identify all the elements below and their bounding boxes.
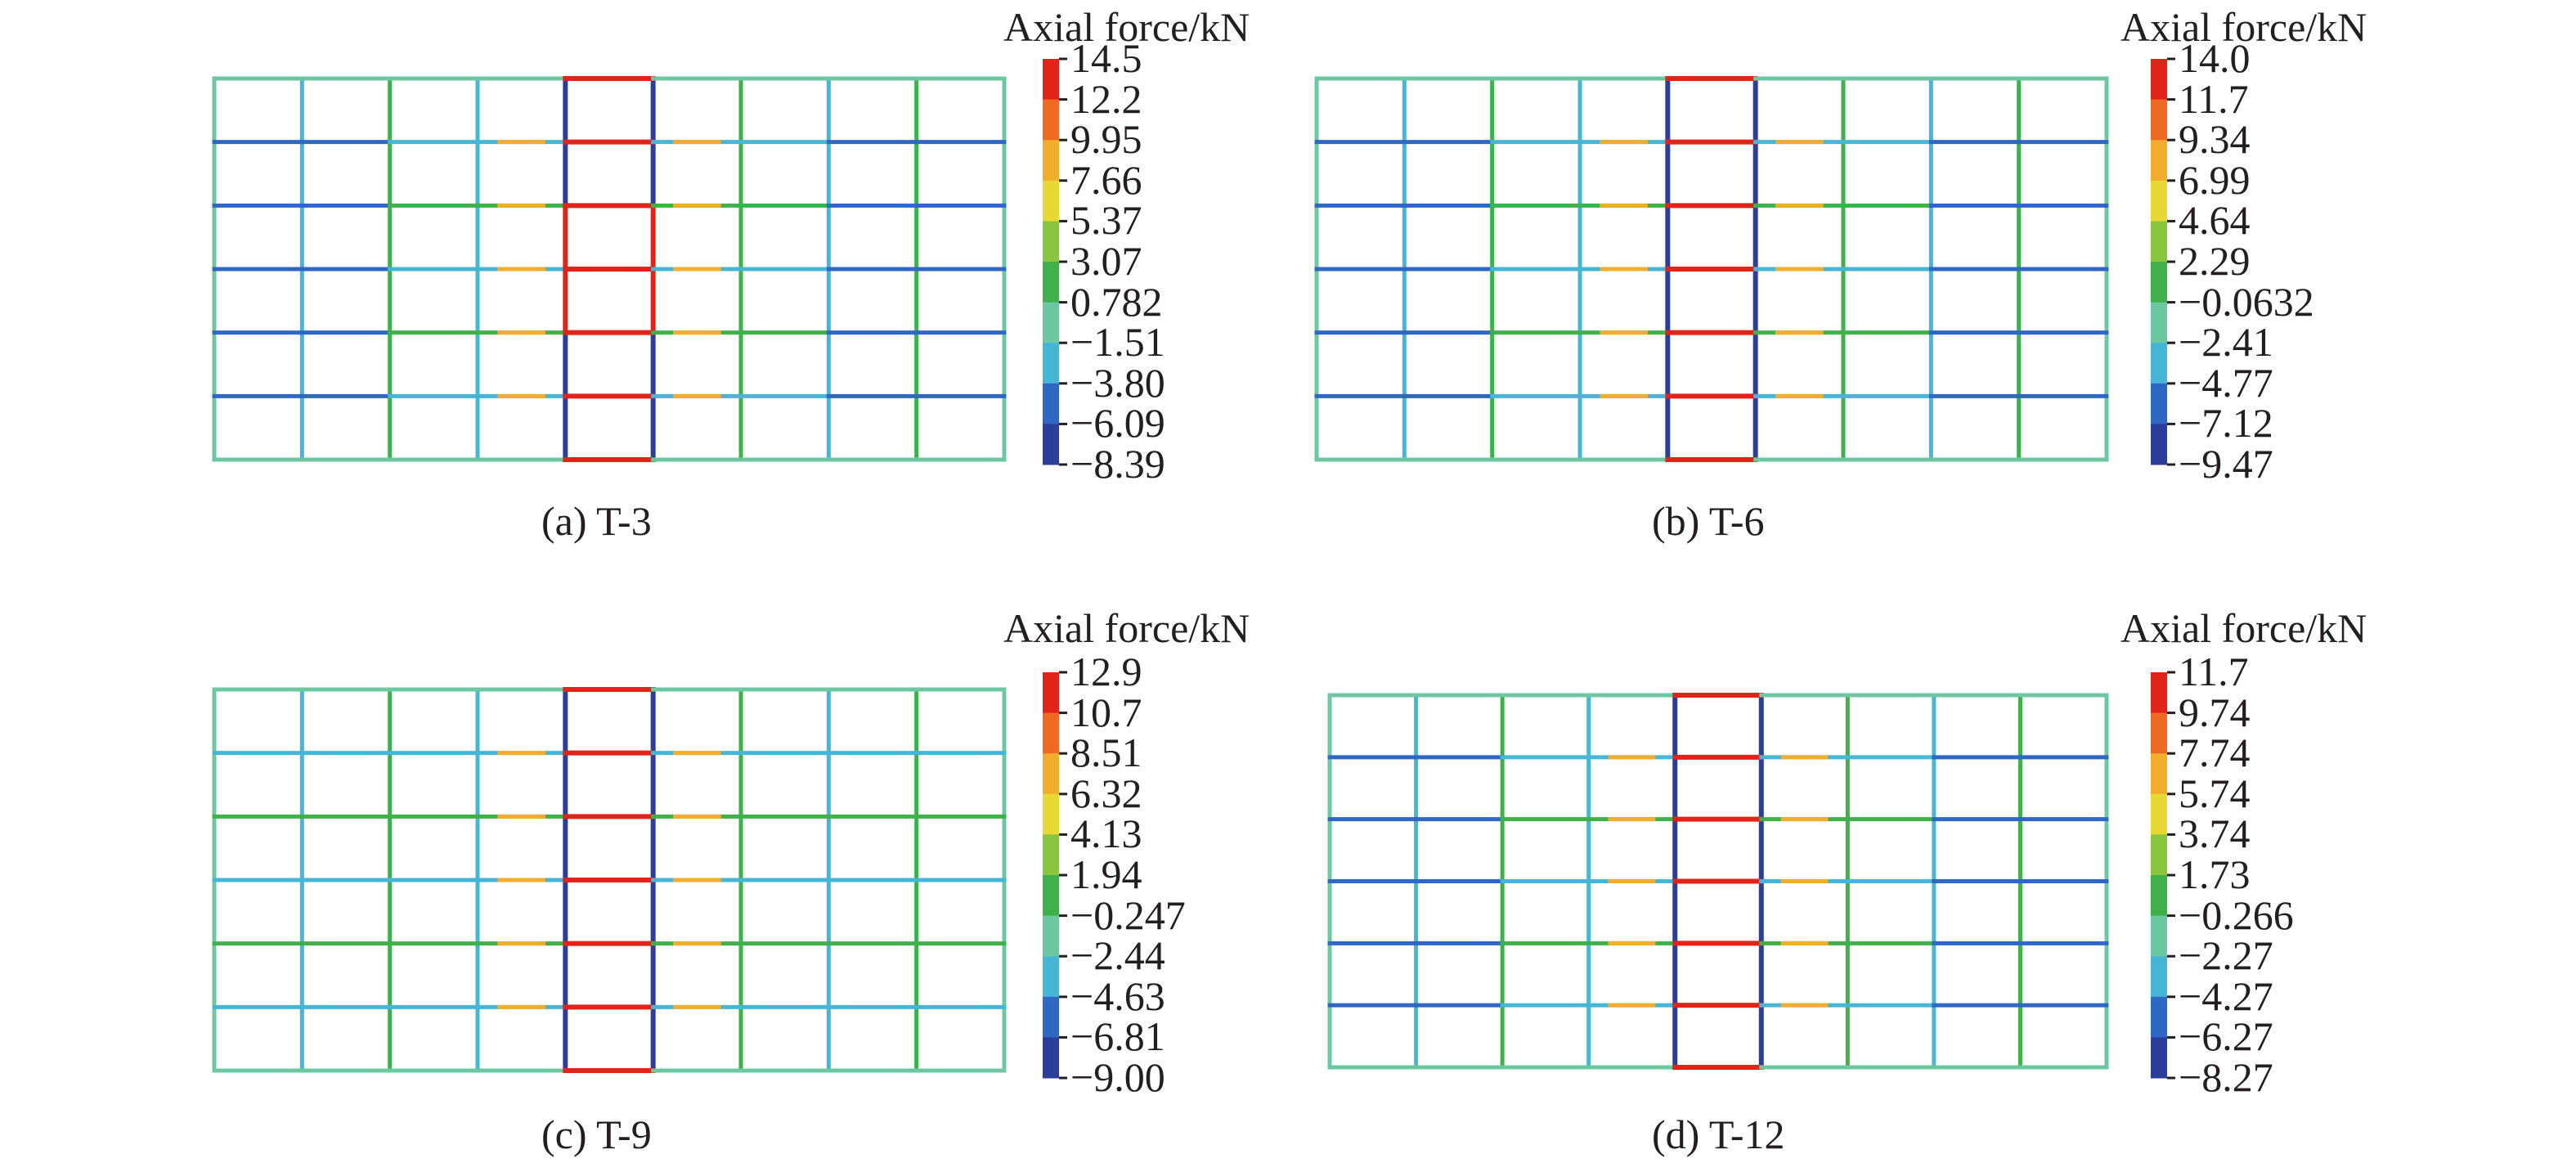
- colorbar-band: [1043, 712, 1059, 754]
- colorbar-band: [1043, 834, 1059, 876]
- colorbar-band: [2151, 59, 2167, 101]
- legend-title: Axial force/kN: [2120, 605, 2367, 651]
- colorbar-band: [1043, 221, 1059, 263]
- colorbar-band: [2151, 302, 2167, 344]
- colorbar-tick-label: 7.66: [1070, 156, 1142, 203]
- colorbar-tick-label: 2.29: [2179, 238, 2251, 284]
- legend-title: Axial force/kN: [2120, 4, 2367, 50]
- colorbar-tick-label: −1.51: [1070, 319, 1165, 366]
- colorbar-band: [2151, 262, 2167, 303]
- legend-title: Axial force/kN: [1003, 4, 1250, 50]
- colorbar-tick-label: 6.32: [1070, 770, 1142, 816]
- colorbar-tick-label: 3.07: [1070, 238, 1142, 284]
- colorbar-band: [1043, 424, 1059, 465]
- colorbar-band: [1043, 180, 1059, 222]
- colorbar-tick-label: 10.7: [1070, 689, 1142, 735]
- colorbar-band: [1043, 140, 1059, 182]
- colorbar-tick-label: −4.63: [1070, 972, 1165, 1019]
- colorbar-band: [1043, 343, 1059, 384]
- colorbar-tick-label: 4.64: [2179, 197, 2251, 244]
- colorbar-tick-label: −0.266: [2179, 891, 2294, 938]
- colorbar-band: [2151, 383, 2167, 424]
- colorbar-tick-label: 14.0: [2179, 35, 2251, 81]
- colorbar-band: [1043, 302, 1059, 344]
- colorbar-tick-label: −9.47: [2179, 441, 2273, 487]
- colorbar-tick-label: 6.99: [2179, 156, 2251, 203]
- colorbar-tick-label: 12.2: [1070, 75, 1142, 122]
- colorbar-tick-label: −2.44: [1070, 932, 1165, 979]
- colorbar-tick-label: 9.95: [1070, 116, 1142, 163]
- colorbar-band: [2151, 996, 2167, 1038]
- colorbar-band: [2151, 753, 2167, 795]
- colorbar-tick-label: −0.0632: [2179, 278, 2314, 325]
- colorbar-band: [2151, 1037, 2167, 1079]
- colorbar-tick-label: −3.80: [1070, 359, 1165, 406]
- colorbar-tick-label: −4.77: [2179, 359, 2273, 406]
- colorbar-tick-label: 1.94: [1070, 851, 1142, 897]
- colorbar-band: [1043, 956, 1059, 998]
- colorbar-tick-label: 5.37: [1070, 197, 1142, 244]
- colorbar-tick-label: −9.00: [1070, 1054, 1165, 1100]
- colorbar-tick-label: −6.27: [2179, 1013, 2273, 1060]
- colorbar-tick-label: −0.247: [1070, 891, 1186, 938]
- colorbar-band: [1043, 99, 1059, 141]
- colorbar-tick-label: −6.09: [1070, 400, 1165, 447]
- colorbar-band: [1043, 915, 1059, 957]
- colorbar-tick-label: 9.74: [2179, 689, 2251, 735]
- colorbar-band: [1043, 262, 1059, 303]
- colorbar-band: [2151, 712, 2167, 754]
- colorbar-tick-label: 11.7: [2179, 75, 2249, 122]
- colorbar-band: [2151, 672, 2167, 714]
- colorbar-tick-label: −4.27: [2179, 972, 2273, 1019]
- colorbar-tick-label: −8.39: [1070, 441, 1165, 487]
- colorbar-tick-label: −2.41: [2179, 319, 2273, 366]
- panel-caption: (d) T-12: [1652, 1111, 1785, 1157]
- colorbar-tick-label: 8.51: [1070, 730, 1142, 776]
- colorbar-band: [1043, 793, 1059, 835]
- panel-caption: (b) T-6: [1652, 498, 1765, 544]
- colorbar-tick-label: 5.74: [2179, 770, 2251, 816]
- colorbar-tick-label: 4.13: [1070, 811, 1142, 857]
- colorbar-band: [2151, 180, 2167, 222]
- colorbar-tick-label: −2.27: [2179, 932, 2273, 979]
- legend-title: Axial force/kN: [1003, 605, 1250, 651]
- colorbar-tick-label: 7.74: [2179, 730, 2251, 776]
- colorbar-tick-label: 1.73: [2179, 851, 2251, 897]
- colorbar-band: [1043, 753, 1059, 795]
- colorbar-band: [2151, 99, 2167, 141]
- colorbar-tick-label: 3.74: [2179, 811, 2251, 857]
- colorbar-band: [1043, 996, 1059, 1038]
- colorbar-tick-label: 12.9: [1070, 649, 1142, 694]
- colorbar-tick-label: −6.81: [1070, 1013, 1165, 1060]
- colorbar-band: [1043, 875, 1059, 917]
- colorbar-band: [2151, 956, 2167, 998]
- colorbar-band: [2151, 221, 2167, 263]
- colorbar-band: [2151, 343, 2167, 384]
- colorbar-tick-label: 11.7: [2179, 649, 2249, 694]
- panel-caption: (a) T-3: [541, 498, 652, 544]
- colorbar-band: [2151, 424, 2167, 465]
- colorbar-tick-label: −7.12: [2179, 400, 2273, 447]
- colorbar-band: [1043, 1037, 1059, 1079]
- colorbar-tick-label: −8.27: [2179, 1054, 2273, 1100]
- colorbar-band: [2151, 140, 2167, 182]
- panel-caption: (c) T-9: [541, 1111, 652, 1157]
- colorbar-band: [2151, 915, 2167, 957]
- colorbar-band: [2151, 834, 2167, 876]
- colorbar-tick-label: 9.34: [2179, 116, 2251, 163]
- colorbar-band: [2151, 875, 2167, 917]
- colorbar-tick-label: 0.782: [1070, 278, 1163, 325]
- colorbar-band: [1043, 59, 1059, 101]
- colorbar-band: [2151, 793, 2167, 835]
- colorbar-band: [1043, 383, 1059, 424]
- colorbar-band: [1043, 672, 1059, 714]
- colorbar-tick-label: 14.5: [1070, 35, 1142, 81]
